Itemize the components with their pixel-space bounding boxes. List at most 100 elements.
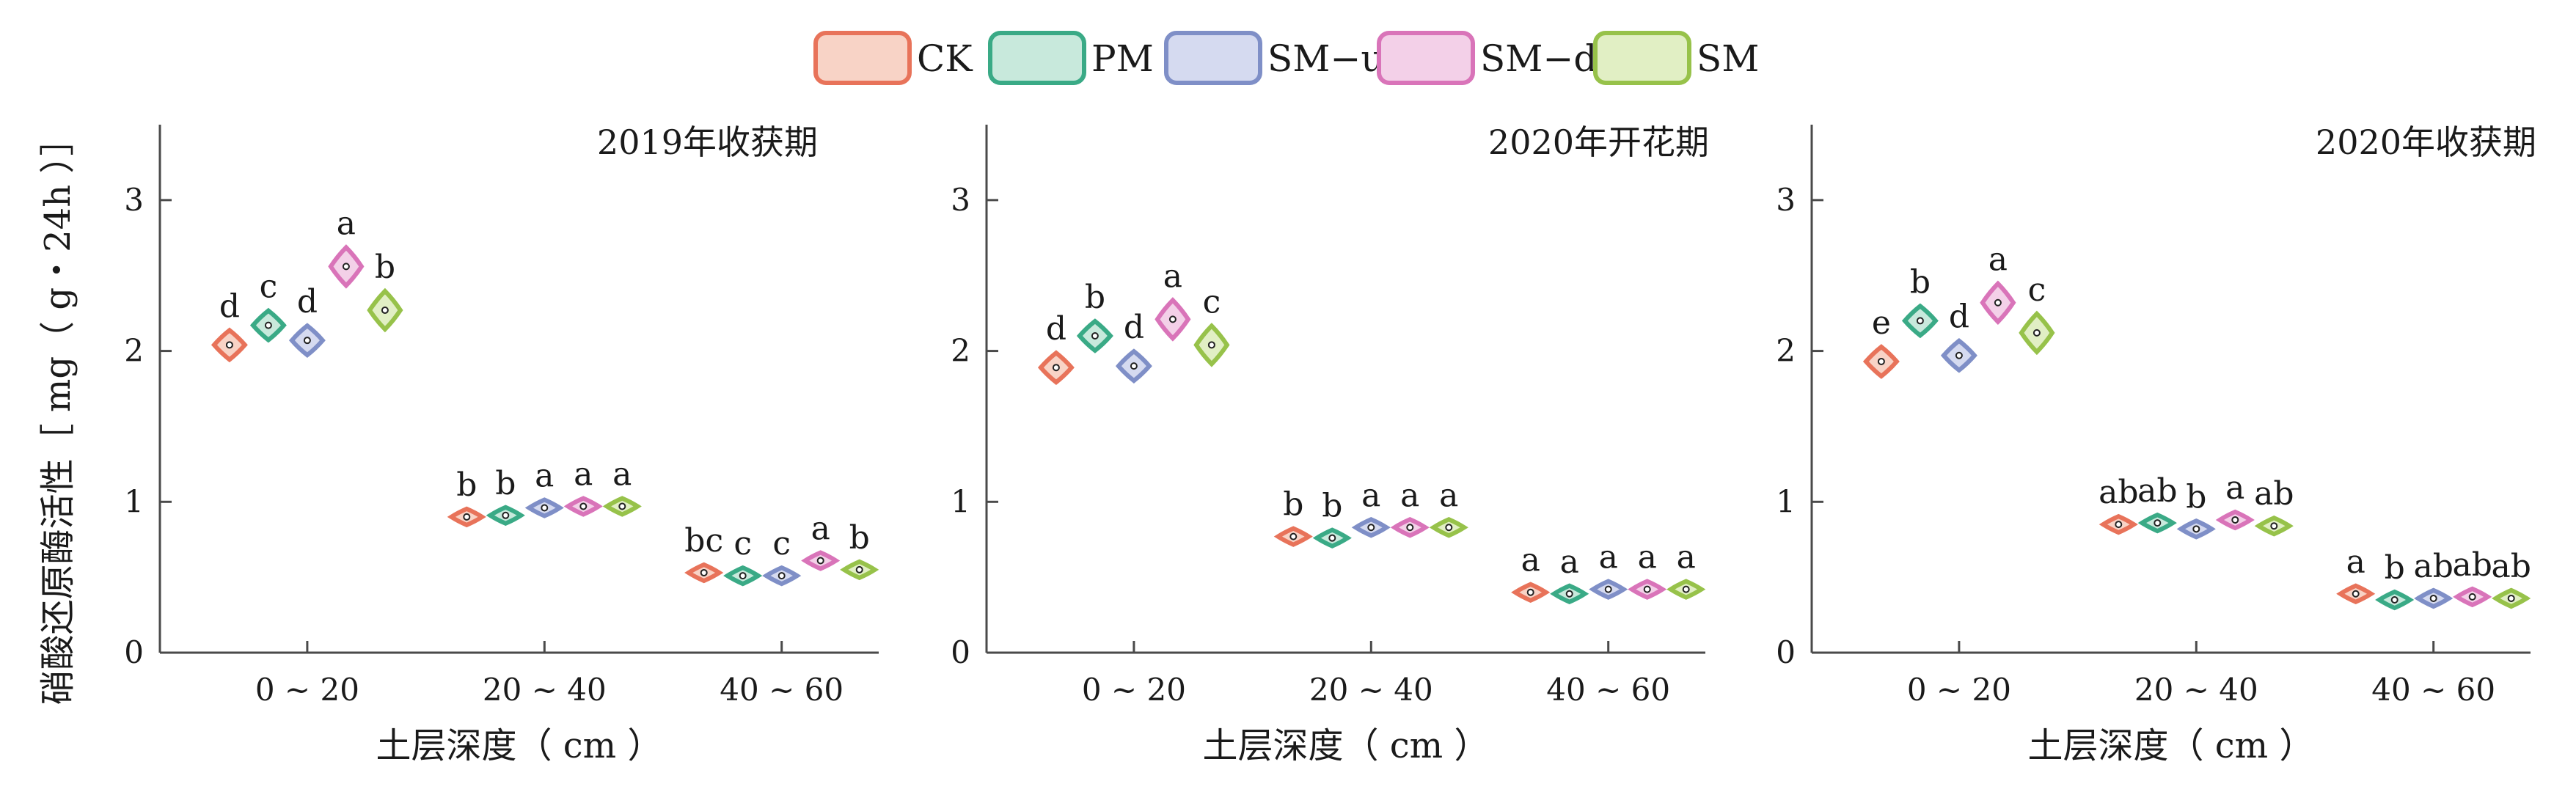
median-point [502,511,510,519]
x-axis-label: 土层深度（ cm ） [2028,725,2315,766]
median-point [1955,351,1963,359]
median-point [1406,524,1414,532]
y-tick-label: 0 [124,634,144,670]
legend-swatch [1593,31,1691,85]
y-tick-label: 0 [951,634,970,670]
significance-label: b [456,466,477,504]
median-point [381,307,389,315]
median-point [739,572,747,580]
median-point [1052,364,1060,372]
panel-title: 2019年收获期 [597,122,818,162]
x-axis-label: 土层深度（ cm ） [376,725,663,766]
significance-label: b [849,519,870,557]
median-point [463,513,471,521]
median-point [1994,298,2002,307]
x-tick-label: 20 ~ 40 [483,672,607,708]
y-tick-label: 0 [1776,634,1796,670]
median-point [1643,585,1651,593]
median-point [342,263,350,271]
median-point [1877,357,1885,365]
legend-swatch [1377,31,1475,85]
median-point [1091,332,1099,340]
median-point [2352,590,2360,598]
significance-label: a [2225,469,2244,507]
median-point [1526,588,1534,596]
significance-label: a [1521,542,1540,579]
x-axis-label: 土层深度（ cm ） [1203,725,1490,766]
significance-label: e [1872,304,1891,342]
x-tick-label: 0 ~ 20 [1907,672,2011,708]
significance-label: a [1599,539,1618,576]
x-tick-label: 40 ~ 60 [2371,672,2495,708]
legend-swatch [813,31,912,85]
significance-label: a [1560,543,1579,581]
panel-title: 2020年收获期 [2316,122,2536,162]
median-point [777,572,786,580]
legend-label: SM [1697,37,1759,80]
median-point [1682,585,1690,593]
median-point [2231,516,2239,524]
significance-label: b [2186,478,2206,516]
median-point [264,321,272,329]
significance-label: b [1910,263,1931,301]
median-point [2154,519,2162,527]
legend-label: PM [1091,37,1154,80]
significance-label: c [2028,271,2046,309]
significance-label: a [2346,543,2365,581]
x-tick-label: 40 ~ 60 [720,672,844,708]
significance-label: a [811,510,830,548]
significance-label: b [495,465,516,502]
significance-label: d [297,283,318,320]
median-point [541,504,549,512]
legend: CK PM SM−u SM−d SM [813,31,1759,85]
significance-label: ab [2452,546,2492,584]
panel-title: 2020年开花期 [1488,122,1709,162]
y-tick-label: 2 [1776,333,1796,369]
significance-label: a [1163,257,1182,295]
median-point [2468,593,2476,601]
median-point [2390,596,2398,604]
x-tick-label: 0 ~ 20 [1082,672,1186,708]
median-point [2270,522,2278,530]
y-tick-label: 3 [124,182,144,218]
y-tick-label: 3 [1776,182,1796,218]
significance-label: d [1949,298,1969,336]
median-point [816,557,824,565]
legend-label: SM−u [1267,37,1385,80]
significance-label: a [1439,477,1458,514]
significance-label: ab [2254,475,2294,513]
legend-label: CK [917,37,973,80]
y-tick-label: 1 [1776,483,1796,519]
legend-swatch [988,31,1086,85]
median-point [2032,329,2041,337]
x-tick-label: 0 ~ 20 [255,672,359,708]
significance-label: ab [2413,548,2453,585]
significance-label: a [574,455,593,493]
significance-label: a [1638,539,1657,576]
median-point [1328,534,1336,542]
significance-label: b [2385,549,2405,587]
median-point [1367,524,1375,532]
significance-label: ab [2491,548,2531,585]
median-point [1289,532,1298,540]
x-tick-label: 20 ~ 40 [2134,672,2258,708]
y-tick-label: 1 [124,483,144,519]
significance-label: c [733,525,752,562]
significance-label: d [1046,310,1066,348]
y-tick-label: 2 [124,333,144,369]
significance-label: a [1400,477,1419,514]
median-point [303,337,311,345]
median-point [1168,315,1177,323]
y-tick-label: 2 [951,333,970,369]
median-point [1565,590,1573,598]
significance-label: ab [2099,474,2138,511]
significance-label: d [219,287,240,325]
significance-label: ab [2137,472,2177,510]
median-point [1207,341,1215,349]
median-point [2507,594,2515,602]
median-point [2115,521,2123,529]
legend-swatch [1164,31,1262,85]
x-tick-label: 20 ~ 40 [1309,672,1433,708]
